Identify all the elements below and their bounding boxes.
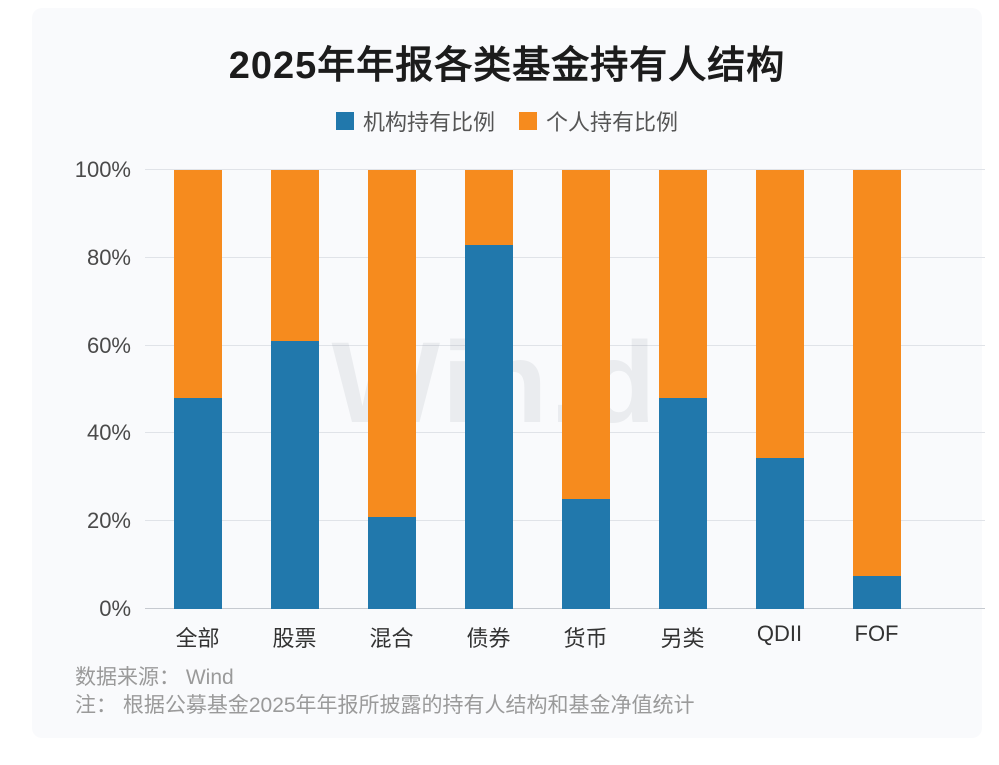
legend-swatch-blue-icon xyxy=(335,112,354,130)
y-tick-label-0: 0% xyxy=(99,596,131,621)
legend-swatch-orange-icon xyxy=(519,112,537,130)
gridline-100 xyxy=(145,169,985,170)
stacked-bar-FOF xyxy=(852,170,901,609)
stacked-bar-QDII xyxy=(755,170,804,609)
bar-group-股票: 股票 xyxy=(246,170,343,651)
segment-institutional-债券 xyxy=(464,244,513,609)
y-tick-label-80: 80% xyxy=(86,244,131,270)
note-line: 注： 根据公募基金2025年年报所披露的持有人结构和基金净值统计 xyxy=(75,694,695,717)
x-axis-label-全部: 全部 xyxy=(175,626,220,651)
data-source-line: 数据来源： Wind xyxy=(75,666,234,689)
segment-individual-全部 xyxy=(173,170,222,399)
segment-individual-货币 xyxy=(561,170,610,500)
stacked-bar-债券 xyxy=(464,170,513,609)
segment-institutional-FOF xyxy=(852,576,901,609)
bar-group-QDII: QDII xyxy=(731,170,828,646)
legend-item-institutional: 机构持有比例 xyxy=(335,105,495,137)
x-axis-label-货币: 货币 xyxy=(563,626,608,651)
segment-institutional-另类 xyxy=(658,398,707,609)
y-tick-label-20: 20% xyxy=(86,508,131,534)
bar-group-FOF: FOF xyxy=(828,170,925,646)
segment-institutional-混合 xyxy=(367,516,416,609)
segment-individual-混合 xyxy=(367,170,416,517)
legend-label-individual: 个人持有比例 xyxy=(546,110,679,135)
segment-individual-债券 xyxy=(464,170,513,245)
stacked-bar-另类 xyxy=(658,170,707,609)
legend: 机构持有比例 个人持有比例 xyxy=(32,105,982,137)
bar-group-债券: 债券 xyxy=(440,170,537,651)
bar-group-另类: 另类 xyxy=(634,170,731,651)
chart-title: 2025年年报各类基金持有人结构 xyxy=(228,45,786,87)
chart-card: 2025年年报各类基金持有人结构 机构持有比例 个人持有比例 0% 20% 40% 6… xyxy=(32,8,985,738)
x-axis-label-混合: 混合 xyxy=(369,626,414,651)
segment-institutional-QDII xyxy=(755,457,804,609)
x-axis-label-股票: 股票 xyxy=(272,626,317,651)
segment-individual-FOF xyxy=(852,170,901,577)
segment-individual-股票 xyxy=(270,170,319,342)
legend-item-individual: 个人持有比例 xyxy=(519,105,678,137)
segment-institutional-股票 xyxy=(270,341,319,609)
stacked-bar-货币 xyxy=(561,170,610,609)
segment-institutional-全部 xyxy=(173,398,222,609)
stacked-bar-股票 xyxy=(270,170,319,609)
segment-individual-QDII xyxy=(755,170,804,458)
y-axis: 0% 20% 40% 60% 80% 100% xyxy=(32,157,131,621)
bar-group-全部: 全部 xyxy=(149,170,246,651)
bar-group-货币: 货币 xyxy=(537,170,634,651)
legend-label-institutional: 机构持有比例 xyxy=(362,110,495,135)
x-axis-label-债券: 债券 xyxy=(466,626,511,651)
stacked-bar-全部 xyxy=(173,170,222,609)
x-axis-label-QDII: QDII xyxy=(756,621,803,646)
x-axis-label-FOF: FOF xyxy=(854,621,899,646)
stacked-bar-混合 xyxy=(367,170,416,609)
segment-institutional-货币 xyxy=(561,499,610,609)
y-tick-label-40: 40% xyxy=(86,420,131,446)
footer: 数据来源： Wind 注： 根据公募基金2025年年报所披露的持有人结构和基金净… xyxy=(75,664,695,720)
y-tick-label-60: 60% xyxy=(86,332,131,358)
bars-container: 全部 股票 混合 债券 货币 另类 QDII FOF xyxy=(149,170,925,651)
segment-individual-另类 xyxy=(658,170,707,399)
x-axis-label-另类: 另类 xyxy=(660,626,705,651)
bar-group-混合: 混合 xyxy=(343,170,440,651)
y-tick-label-100: 100% xyxy=(74,157,131,182)
